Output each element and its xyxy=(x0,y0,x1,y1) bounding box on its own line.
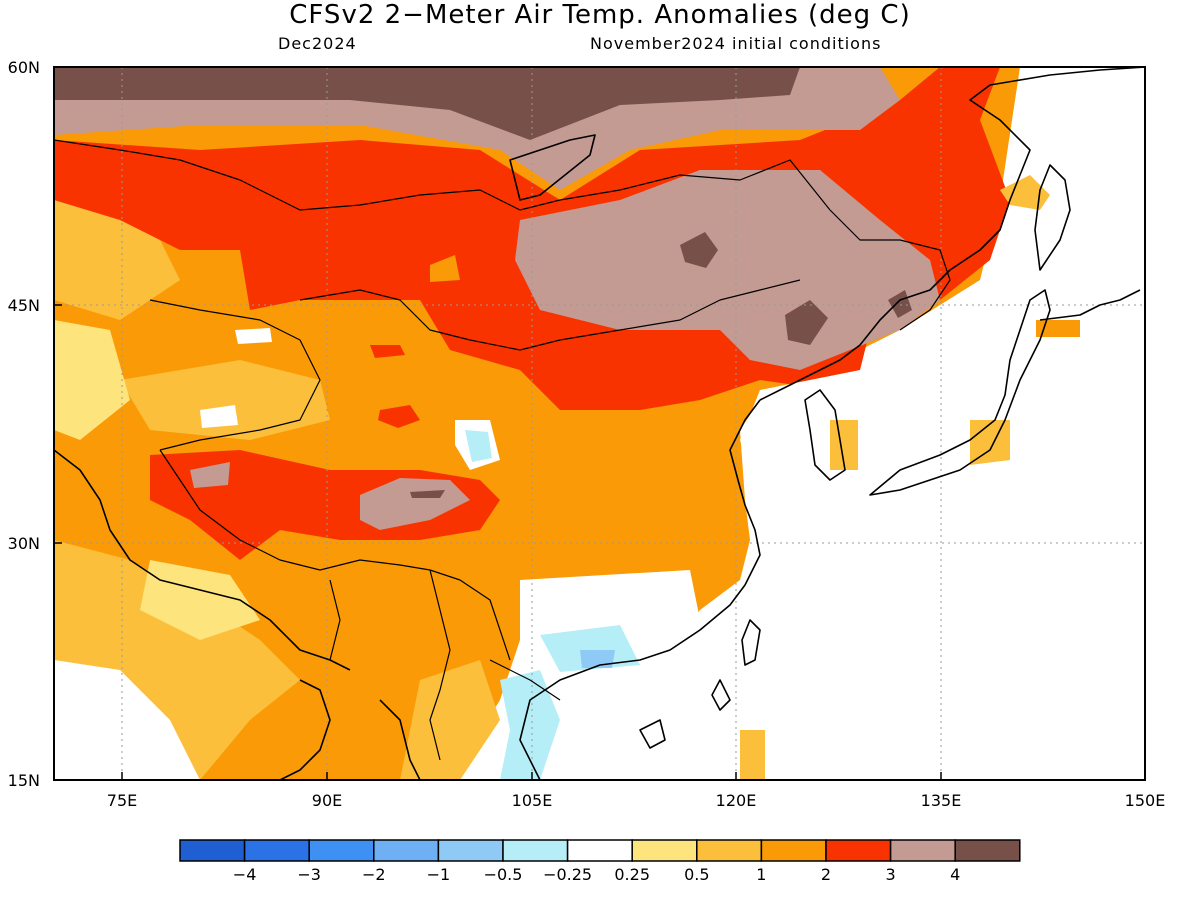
country-borders xyxy=(54,139,951,761)
colorbar-label: −3 xyxy=(297,865,321,884)
colorbar-swatch xyxy=(760,839,827,862)
x-tick-label: 90E xyxy=(312,791,342,810)
colorbar-label: 2 xyxy=(821,865,831,884)
y-tick-label: 15N xyxy=(8,771,40,790)
colorbar-label: 4 xyxy=(950,865,960,884)
colorbar-swatch xyxy=(179,839,246,862)
y-tick-label: 60N xyxy=(8,58,40,77)
colorbar-swatch xyxy=(437,839,504,862)
gridlines xyxy=(54,67,1145,780)
colorbar-swatch xyxy=(631,839,698,862)
map-frame xyxy=(53,66,1146,781)
colorbar: −4 −3 −2 −1 −0.5 −0.25 0.25 0.5 1 2 3 4 xyxy=(179,839,1021,884)
x-tick-label: 150E xyxy=(1125,791,1166,810)
colorbar-swatch xyxy=(566,839,633,862)
colorbar-swatch xyxy=(889,839,956,862)
colorbar-label: 3 xyxy=(886,865,896,884)
colorbar-label: −4 xyxy=(233,865,257,884)
colorbar-label: −1 xyxy=(427,865,451,884)
colorbar-label: −2 xyxy=(362,865,386,884)
colorbar-label: 1 xyxy=(756,865,766,884)
colorbar-swatch xyxy=(954,839,1021,862)
colorbar-label: 0.25 xyxy=(614,865,650,884)
colorbar-swatch xyxy=(696,839,763,862)
colorbar-swatch xyxy=(502,839,569,862)
y-tick-label: 30N xyxy=(8,534,40,553)
y-tick-label: 45N xyxy=(8,296,40,315)
map-title: CFSv2 2−Meter Air Temp. Anomalies (deg C… xyxy=(289,0,911,30)
colorbar-swatch xyxy=(373,839,440,862)
x-tick-label: 120E xyxy=(716,791,757,810)
colorbar-swatch xyxy=(825,839,892,862)
colorbar-label: −0.25 xyxy=(543,865,592,884)
colorbar-swatch xyxy=(308,839,375,862)
forecast-month: Dec2024 xyxy=(278,34,357,53)
x-tick-label: 75E xyxy=(107,791,137,810)
x-tick-label: 135E xyxy=(921,791,962,810)
x-tick-label: 105E xyxy=(512,791,553,810)
anomaly-field xyxy=(54,67,1145,780)
colorbar-swatch xyxy=(243,839,310,862)
coastlines xyxy=(54,67,1145,780)
colorbar-label: 0.5 xyxy=(684,865,709,884)
colorbar-label: −0.5 xyxy=(484,865,523,884)
initial-conditions: November2024 initial conditions xyxy=(590,34,882,53)
